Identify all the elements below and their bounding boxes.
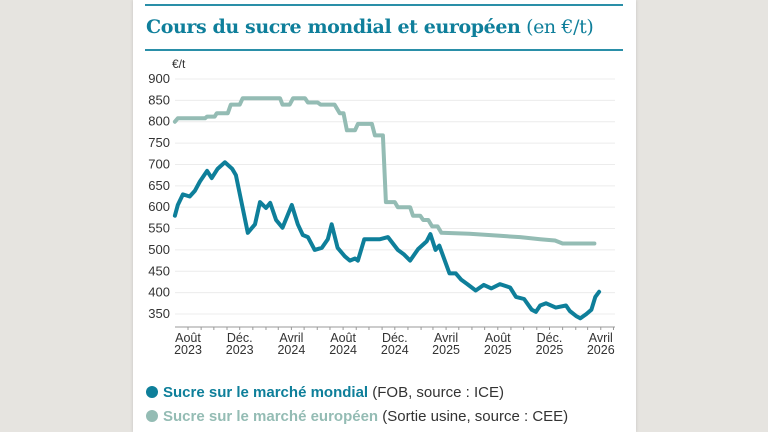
x-tick-label: 2026	[587, 343, 615, 357]
legend-dot-europe	[146, 410, 158, 422]
x-tick-label: 2024	[381, 343, 409, 357]
x-tick-label: Déc.	[227, 331, 253, 345]
title-main: Cours du sucre mondial et européen	[146, 16, 521, 38]
x-tick-label: 2025	[536, 343, 564, 357]
legend-item-europe: Sucre sur le marché européen (Sortie usi…	[146, 408, 568, 425]
x-tick-label: 2023	[226, 343, 254, 357]
title-unit: (en €/t)	[526, 16, 594, 38]
y-tick-label: 700	[148, 156, 170, 171]
x-tick-label: Déc.	[382, 331, 408, 345]
x-tick-label: Août	[175, 331, 201, 345]
legend-label-europe: Sucre sur le marché européen	[163, 408, 379, 425]
x-tick-label: Avril	[279, 331, 303, 345]
legend-note-europe: (Sortie usine, source : CEE)	[382, 408, 569, 425]
chart-title: Cours du sucre mondial et européen (en €…	[146, 16, 594, 38]
y-tick-label: 350	[148, 306, 170, 321]
legend-item-world: Sucre sur le marché mondial (FOB, source…	[146, 384, 504, 401]
x-tick-label: 2024	[329, 343, 357, 357]
series-line-world	[172, 160, 602, 321]
x-tick-label: 2023	[174, 343, 202, 357]
legend-label-world: Sucre sur le marché mondial	[163, 384, 369, 401]
x-tick-label: Avril	[589, 331, 613, 345]
y-tick-label: 450	[148, 263, 170, 278]
x-tick-label: Déc.	[537, 331, 563, 345]
top-rule	[145, 4, 623, 6]
title-rule	[145, 49, 623, 51]
x-tick-label: 2025	[484, 343, 512, 357]
y-tick-label: 550	[148, 221, 170, 236]
series-line-europe	[172, 96, 597, 246]
y-tick-label: 500	[148, 242, 170, 257]
y-tick-label: 400	[148, 285, 170, 300]
x-tick-label: 2025	[432, 343, 460, 357]
y-axis-unit: €/t	[172, 57, 186, 71]
legend-dot-world	[146, 386, 158, 398]
y-tick-label: 600	[148, 199, 170, 214]
y-tick-label: 900	[148, 71, 170, 86]
y-tick-label: 650	[148, 178, 170, 193]
legend-note-world: (FOB, source : ICE)	[372, 384, 504, 401]
x-tick-label: Avril	[434, 331, 458, 345]
x-tick-label: Août	[485, 331, 511, 345]
x-tick-label: 2024	[277, 343, 305, 357]
x-tick-label: Août	[330, 331, 356, 345]
chart-card	[133, 0, 636, 432]
y-tick-label: 850	[148, 92, 170, 107]
y-tick-label: 750	[148, 135, 170, 150]
y-tick-label: 800	[148, 114, 170, 129]
